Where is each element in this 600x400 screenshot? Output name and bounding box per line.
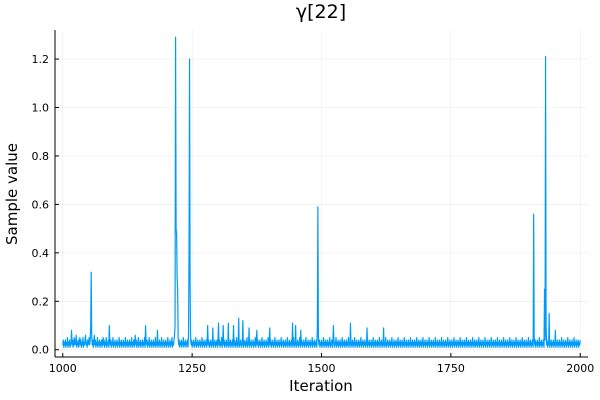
y-tick-label-3: 0.6 xyxy=(32,198,50,211)
x-axis-title: Iteration xyxy=(289,377,353,395)
series-layer xyxy=(62,36,581,348)
x-tick-label-3: 1750 xyxy=(437,362,465,375)
x-tick-label-4: 2000 xyxy=(566,362,594,375)
y-axis-ticks: 0.0 0.2 0.4 0.6 0.8 1.0 1.2 xyxy=(32,53,59,357)
y-tick-label-6: 1.2 xyxy=(32,53,50,66)
y-tick-label-0: 0.0 xyxy=(32,344,50,357)
grid-lines xyxy=(55,30,588,357)
y-tick-label-2: 0.4 xyxy=(32,247,50,260)
y-axis-title: Sample value xyxy=(3,143,21,245)
x-tick-label-2: 1500 xyxy=(308,362,336,375)
y-tick-label-4: 0.8 xyxy=(32,150,50,163)
x-tick-label-1: 1250 xyxy=(178,362,206,375)
y-tick-label-1: 0.2 xyxy=(32,295,50,308)
chart-title: γ[22] xyxy=(296,1,346,23)
x-tick-label-0: 1000 xyxy=(49,362,77,375)
y-tick-label-5: 1.0 xyxy=(32,102,50,115)
series-line-0 xyxy=(62,36,581,348)
x-axis-ticks: 1000 1250 1500 1750 2000 xyxy=(49,353,594,375)
